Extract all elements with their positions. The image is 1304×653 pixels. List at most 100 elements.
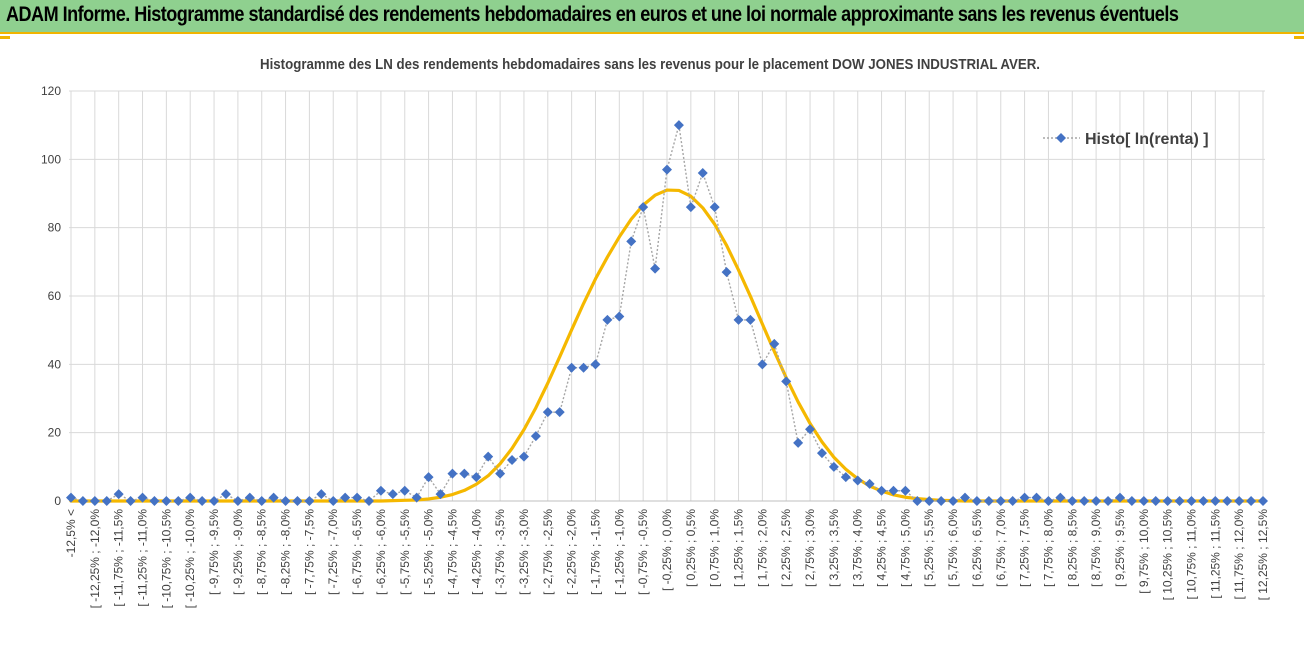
corner-accent-left: [0, 36, 10, 39]
x-tick-label: [ 9,25% ; 9,5%: [1113, 509, 1127, 587]
histo-point: [638, 202, 649, 213]
x-tick-label: [ 4,75% ; 5,0%: [898, 509, 912, 587]
x-tick-label: [ -3,75% ; -3,5%: [493, 509, 507, 595]
x-tick-label: [ -12,25% ; -12,0%: [88, 509, 102, 609]
x-tick-label: [ -10,75% ; -10,5%: [159, 509, 173, 609]
x-tick-label: [ 4,25% ; 4,5%: [875, 509, 889, 587]
histo-point: [292, 496, 303, 506]
histo-point: [518, 451, 529, 462]
histo-point: [483, 451, 494, 462]
histo-point: [268, 492, 279, 503]
report-title: ADAM Informe. Histogramme standardisé de…: [6, 3, 1179, 26]
chart-area: Histogramme des LN des rendements hebdom…: [0, 34, 1304, 653]
histo-point: [900, 485, 911, 496]
x-tick-label: [ -2,25% ; -2,0%: [565, 509, 579, 595]
histo-point: [1114, 492, 1125, 503]
x-tick-label: [ 11,75% ; 12,0%: [1232, 509, 1246, 600]
histo-point: [1234, 496, 1245, 506]
histo-point: [662, 164, 672, 175]
x-tick-label: [ 10,25% ; 10,5%: [1161, 509, 1175, 601]
histo-point: [1150, 496, 1161, 506]
histo-point: [948, 496, 959, 506]
x-tick-label: [ -4,25% ; -4,0%: [469, 509, 483, 595]
x-tick-label: [ -11,25% ; -11,0%: [136, 509, 150, 607]
x-tick-label: [ 5,75% ; 6,0%: [946, 509, 960, 587]
histo-point: [340, 492, 351, 503]
histo-point: [757, 359, 768, 370]
x-tick-label: [ 1,25% ; 1,5%: [732, 509, 746, 587]
histogram-chart: Histogramme des LN des rendements hebdom…: [41, 57, 1270, 609]
histo-point: [1186, 496, 1197, 506]
x-tick-label: [ 0,75% ; 1,0%: [708, 509, 722, 587]
histo-point: [507, 455, 518, 465]
histo-point: [602, 314, 613, 325]
histo-point: [66, 492, 76, 503]
y-tick-label: 100: [41, 152, 61, 166]
histo-point: [673, 120, 684, 131]
histo-point: [149, 496, 160, 506]
x-tick-label: [ 1,75% ; 2,0%: [755, 509, 769, 587]
histo-point: [304, 496, 315, 506]
histo-point: [256, 496, 267, 506]
histo-point: [554, 407, 565, 418]
histo-point: [1162, 496, 1173, 506]
histo-point: [1174, 496, 1185, 506]
x-tick-label: [ 8,25% ; 8,5%: [1065, 509, 1079, 587]
x-tick-label: [ -0,25% ; 0,0%: [660, 509, 674, 591]
histo-point: [471, 472, 482, 483]
histo-point: [936, 496, 947, 506]
histo-point: [244, 492, 255, 503]
histo-point: [924, 496, 935, 506]
x-tick-label: [ -5,25% ; -5,0%: [422, 509, 436, 595]
x-tick-label: [ 7,75% ; 8,0%: [1041, 509, 1055, 587]
histo-point: [280, 496, 291, 506]
histo-point: [423, 472, 434, 483]
corner-accent-right: [1294, 36, 1304, 39]
histo-point: [650, 263, 661, 274]
histo-point: [1079, 496, 1090, 506]
x-tick-label: [ 8,75% ; 9,0%: [1089, 509, 1103, 587]
histo-point: [209, 496, 220, 506]
x-tick-label: [ 3,75% ; 4,0%: [851, 509, 865, 587]
y-tick-label: 60: [48, 289, 62, 303]
histo-point: [1198, 496, 1209, 506]
x-tick-label: [ -0,75% ; -0,5%: [636, 509, 650, 595]
histo-point: [352, 492, 363, 503]
x-tick-label: [ -4,75% ; -4,5%: [445, 509, 459, 595]
histo-point: [995, 496, 1006, 506]
y-tick-label: 80: [48, 221, 62, 235]
histo-point: [1091, 496, 1102, 506]
x-tick-label: [ -2,75% ; -2,5%: [541, 509, 555, 595]
histo-point: [399, 485, 410, 496]
histo-point: [137, 492, 148, 503]
histo-point: [232, 496, 243, 506]
histo-point: [971, 496, 982, 506]
histo-point: [1103, 496, 1114, 506]
histo-point: [1007, 496, 1018, 506]
histo-point: [745, 314, 756, 325]
x-tick-label: [ -8,75% ; -8,5%: [255, 509, 269, 595]
histo-point: [828, 461, 839, 472]
histo-point: [185, 492, 196, 503]
histo-point: [173, 496, 184, 506]
x-tick-label: [ 3,25% ; 3,5%: [827, 509, 841, 587]
histo-point: [840, 472, 851, 483]
x-tick-label: [ -9,75% ; -9,5%: [207, 509, 221, 595]
histo-point: [1246, 496, 1257, 506]
histo-point: [161, 496, 172, 506]
histo-point: [888, 485, 899, 496]
histo-point: [876, 485, 887, 496]
x-tick-label: [ -1,75% ; -1,5%: [588, 509, 602, 595]
histo-point: [125, 496, 136, 506]
y-tick-label: 0: [54, 494, 61, 508]
histo-point: [721, 267, 732, 278]
x-tick-label: [ 11,25% ; 11,5%: [1208, 509, 1222, 599]
x-tick-label: [ 9,75% ; 10,0%: [1137, 509, 1151, 594]
histo-point: [852, 475, 863, 486]
histo-point: [781, 376, 792, 387]
histo-point: [197, 496, 208, 506]
x-tick-label: -12,5% <: [64, 509, 78, 557]
histo-point: [530, 431, 541, 442]
x-tick-label: [ -8,25% ; -8,0%: [279, 509, 293, 595]
x-tick-label: [ -3,25% ; -3,0%: [517, 509, 531, 595]
